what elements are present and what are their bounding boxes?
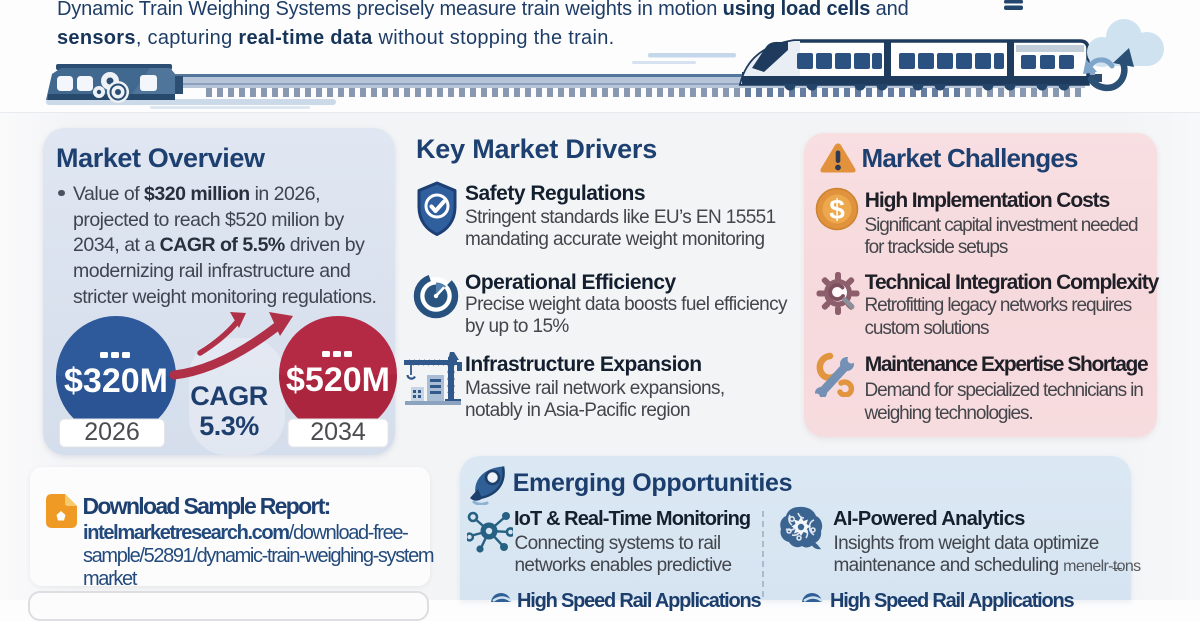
svg-text:$: $ bbox=[829, 194, 845, 225]
svg-text:2034: 2034 bbox=[310, 418, 366, 446]
svg-text:$520M: $520M bbox=[286, 361, 390, 399]
svg-text:2026: 2026 bbox=[84, 418, 140, 446]
svg-text:CAGR: CAGR bbox=[190, 381, 268, 411]
svg-text:5.3%: 5.3% bbox=[199, 411, 259, 441]
svg-text:$320M: $320M bbox=[64, 362, 168, 400]
